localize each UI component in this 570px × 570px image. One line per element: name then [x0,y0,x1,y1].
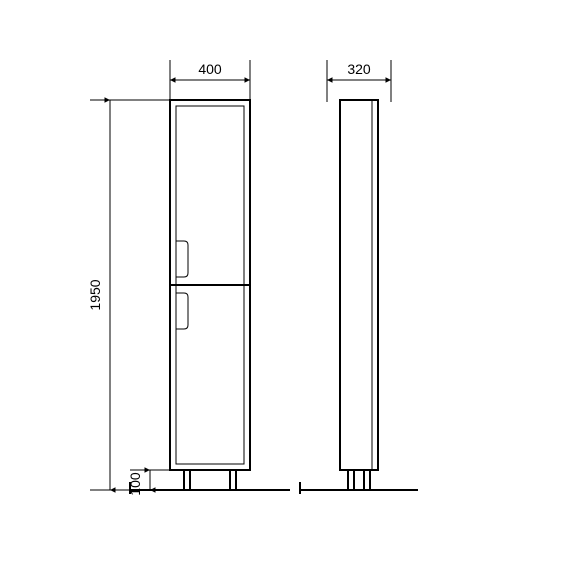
technical-drawing: 400 320 1950 100 [0,0,570,570]
dim-height-label: 1950 [87,279,103,310]
dim-leg-label: 100 [127,472,143,496]
dim-depth-label: 320 [347,61,371,77]
dim-width-label: 400 [198,61,222,77]
